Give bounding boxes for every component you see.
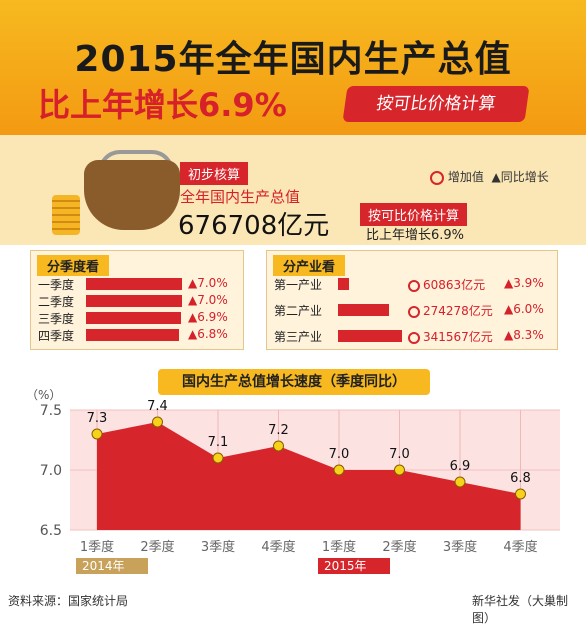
circle-icon [408,331,420,344]
year-tag-2014: 2014年 [76,558,148,574]
x-tick-label: 3季度 [201,539,235,555]
data-label: 7.3 [87,411,108,426]
data-point [394,464,405,476]
quarter-label: 一季度 [38,278,75,292]
quarter-bar [86,329,179,341]
y-tick-label: 6.5 [40,523,62,539]
industry-amount: 60863亿元 [408,276,485,293]
data-label: 7.0 [389,447,410,462]
legend-growth: ▲同比增长 [491,170,549,184]
gdp-label: 全年国内生产总值 [180,188,301,206]
quarter-panel-title: 分季度看 [37,255,110,276]
industry-bar [338,304,389,316]
data-point [273,440,284,452]
quarter-label: 三季度 [38,312,75,326]
x-tick-label: 1季度 [322,539,356,555]
x-tick-label: 2季度 [140,539,174,555]
y-tick-label: 7.5 [40,403,62,419]
data-point [91,428,103,440]
industry-growth: ▲8.3% [504,328,544,342]
quarter-bar [86,278,182,290]
coin-stack-icon [52,195,80,235]
industry-growth: ▲6.0% [504,302,544,316]
circle-icon [430,170,444,185]
growth-text: 比上年增长6.9% [366,228,465,243]
credit-text: 新华社发（大巢制图） [472,594,569,625]
data-label: 7.1 [208,435,229,450]
industry-label: 第二产业 [274,304,323,318]
data-point [333,464,345,476]
price-basis-tag: 按可比价格计算 [342,86,530,122]
source-text: 资料来源：国家统计局 [8,594,129,608]
data-point [454,476,466,488]
data-point [212,452,224,464]
circle-icon [408,305,420,318]
x-tick-label: 4季度 [261,539,295,555]
quarter-bar [86,295,182,307]
data-point [515,488,526,500]
x-tick-label: 4季度 [503,539,537,555]
quarter-growth: ▲7.0% [188,293,228,307]
quarter-label: 二季度 [38,295,75,309]
industry-bar [338,278,349,290]
circle-icon [408,279,420,292]
data-point [152,416,163,428]
growth-chart: 7.3 7.4 7.1 7.2 7.0 7.0 6.9 6.8 7.5 7.0 6.5 1季度 2季度 3… [40,399,560,555]
data-label: 7.0 [329,447,350,462]
quarter-bar [86,312,181,324]
industry-label: 第一产业 [274,278,323,292]
legend-added: 增加值 [447,170,484,184]
quarter-growth: ▲7.0% [188,276,228,290]
legend: 增加值 ▲同比增长 [430,168,549,185]
x-tick-label: 3季度 [443,539,477,555]
industry-label: 第三产业 [274,330,323,344]
year-tag-2015: 2015年 [318,558,390,574]
data-label: 7.4 [147,399,168,414]
y-tick-label: 7.0 [40,463,62,479]
x-tick-label: 1季度 [80,539,114,555]
quarter-label: 四季度 [38,329,75,343]
industry-amount: 274278亿元 [408,302,493,319]
page-subtitle: 比上年增长6.9% [38,86,287,124]
industry-growth: ▲3.9% [504,276,544,290]
basis-label: 按可比价格计算 [360,203,468,226]
y-axis-label: （%） [26,388,62,402]
industry-amount: 341567亿元 [408,328,493,345]
gdp-value: 676708亿元 [178,211,330,241]
x-tick-label: 2季度 [382,539,416,555]
page-title: 2015年全年国内生产总值 [74,39,512,80]
series-area [97,422,521,530]
industry-panel-title: 分产业看 [273,255,346,276]
data-label: 6.8 [510,471,531,486]
industry-bar [338,330,402,342]
chart-title: 国内生产总值增长速度（季度同比） [158,369,430,395]
data-label: 7.2 [268,423,289,438]
quarter-growth: ▲6.9% [188,310,228,324]
purse-icon [84,160,180,230]
prelim-label: 初步核算 [180,162,249,185]
data-label: 6.9 [450,459,471,474]
quarter-growth: ▲6.8% [188,327,228,341]
